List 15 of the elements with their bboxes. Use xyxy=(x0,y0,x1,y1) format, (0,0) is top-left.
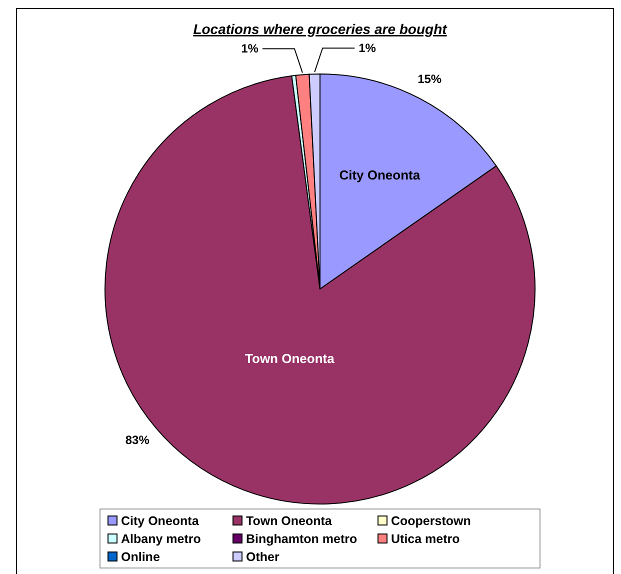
slice-label: City Oneonta xyxy=(339,168,421,183)
slice-label: Town Oneonta xyxy=(245,350,336,366)
legend-label: Utica metro xyxy=(391,532,460,546)
data-label: 1% xyxy=(358,41,376,56)
legend-label: Cooperstown xyxy=(391,514,471,528)
legend-label: Binghamton metro xyxy=(246,532,358,546)
legend-label: Albany metro xyxy=(121,532,202,546)
legend-label: Town Oneonta xyxy=(246,514,333,528)
legend-label: Online xyxy=(121,550,160,564)
data-label: 1% xyxy=(241,42,259,56)
legend-label: City Oneonta xyxy=(121,514,200,528)
chart-title: Locations where groceries are bought xyxy=(193,21,448,37)
data-label: 15% xyxy=(418,72,442,86)
legend-label: Other xyxy=(246,550,280,564)
data-label: 83% xyxy=(125,433,150,448)
